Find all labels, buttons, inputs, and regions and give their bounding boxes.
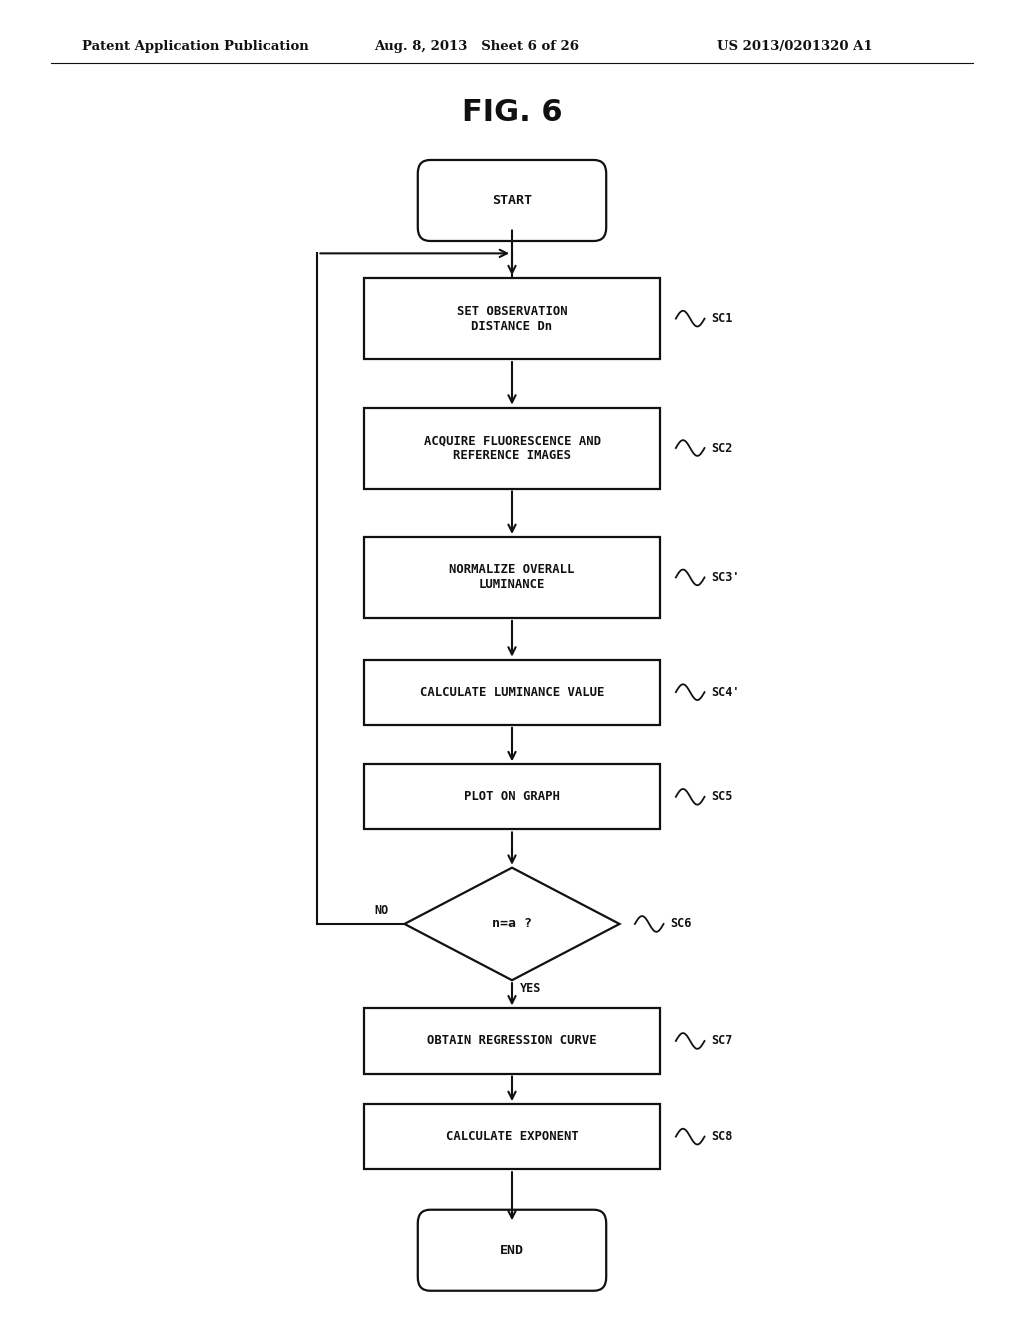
Bar [364, 764, 660, 829]
Text: SC6: SC6 [671, 917, 692, 931]
Text: YES: YES [520, 982, 542, 995]
Bar [364, 537, 660, 618]
FancyBboxPatch shape [418, 160, 606, 242]
Text: FIG. 6: FIG. 6 [462, 98, 562, 127]
Text: n=a ?: n=a ? [492, 917, 532, 931]
Text: CALCULATE EXPONENT: CALCULATE EXPONENT [445, 1130, 579, 1143]
Polygon shape [404, 867, 620, 981]
Text: SC4': SC4' [712, 685, 740, 698]
Text: SC8: SC8 [712, 1130, 733, 1143]
Text: Aug. 8, 2013   Sheet 6 of 26: Aug. 8, 2013 Sheet 6 of 26 [374, 40, 579, 53]
Bar [364, 660, 660, 725]
Text: US 2013/0201320 A1: US 2013/0201320 A1 [717, 40, 872, 53]
Bar [364, 1008, 660, 1073]
Text: NORMALIZE OVERALL
LUMINANCE: NORMALIZE OVERALL LUMINANCE [450, 564, 574, 591]
Text: START: START [492, 194, 532, 207]
FancyBboxPatch shape [418, 1209, 606, 1291]
Text: NO: NO [375, 904, 389, 917]
Text: CALCULATE LUMINANCE VALUE: CALCULATE LUMINANCE VALUE [420, 685, 604, 698]
Text: SC1: SC1 [712, 312, 733, 325]
Text: OBTAIN REGRESSION CURVE: OBTAIN REGRESSION CURVE [427, 1035, 597, 1048]
Text: SC5: SC5 [712, 791, 733, 804]
Bar [364, 279, 660, 359]
Text: Patent Application Publication: Patent Application Publication [82, 40, 308, 53]
Text: END: END [500, 1243, 524, 1257]
Text: SC7: SC7 [712, 1035, 733, 1048]
Bar [364, 408, 660, 488]
Text: PLOT ON GRAPH: PLOT ON GRAPH [464, 791, 560, 804]
Text: ACQUIRE FLUORESCENCE AND
REFERENCE IMAGES: ACQUIRE FLUORESCENCE AND REFERENCE IMAGE… [424, 434, 600, 462]
Bar [364, 1104, 660, 1170]
Text: SC2: SC2 [712, 441, 733, 454]
Text: SC3': SC3' [712, 572, 740, 583]
Text: SET OBSERVATION
DISTANCE Dn: SET OBSERVATION DISTANCE Dn [457, 305, 567, 333]
